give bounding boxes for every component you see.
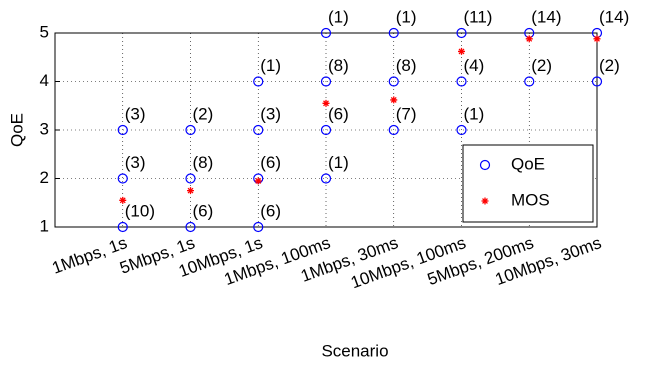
legend-marker — [479, 159, 491, 171]
y-tick-label: 4 — [40, 71, 49, 90]
y-axis-label: QoE — [7, 113, 26, 147]
count-label: (3) — [125, 153, 146, 172]
qoe-point — [253, 76, 264, 87]
qoe-point — [320, 173, 332, 184]
count-label: (6) — [193, 201, 214, 220]
qoe-point — [456, 27, 467, 39]
qoe-point — [185, 221, 196, 233]
legend-label: QoE — [511, 154, 545, 173]
qoe-point — [388, 27, 399, 39]
qoe-point — [253, 221, 264, 233]
count-label: (1) — [328, 7, 349, 26]
qoe-point — [524, 76, 535, 87]
y-tick-label: 2 — [40, 168, 49, 187]
count-label: (10) — [125, 201, 155, 220]
mos-point — [322, 99, 330, 107]
mos-point — [458, 47, 465, 55]
count-label: (14) — [599, 7, 629, 26]
count-label: (14) — [531, 7, 561, 26]
mos-point — [390, 96, 398, 104]
qoe-point — [185, 124, 196, 136]
qoe-point — [117, 173, 128, 184]
qoe-point — [117, 124, 128, 136]
qoe-point — [185, 173, 196, 184]
mos-point — [187, 187, 194, 195]
legend-box — [462, 144, 594, 223]
count-label: (2) — [193, 104, 214, 123]
count-label: (8) — [193, 153, 214, 172]
count-label: (1) — [464, 104, 485, 123]
mos-point — [593, 35, 601, 43]
count-label: (1) — [328, 153, 349, 172]
y-tick-label: 5 — [40, 22, 49, 41]
qoe-point — [456, 124, 467, 136]
count-label: (2) — [599, 56, 620, 75]
qoe-point — [388, 76, 399, 87]
y-tick-label: 1 — [40, 216, 49, 235]
count-label: (6) — [328, 104, 349, 123]
count-label: (1) — [260, 56, 281, 75]
legend-label: MOS — [511, 190, 550, 209]
mos-point — [525, 35, 533, 43]
count-label: (6) — [260, 153, 281, 172]
qoe-point — [320, 27, 332, 39]
legend-marker — [481, 197, 489, 205]
y-tick-label: 3 — [40, 119, 49, 138]
qoe-point — [253, 124, 264, 136]
count-label: (3) — [260, 104, 281, 123]
count-label: (2) — [531, 56, 552, 75]
qoe-point — [591, 76, 603, 87]
count-label: (11) — [464, 7, 493, 26]
x-axis-label: Scenario — [321, 341, 388, 360]
qoe-point — [117, 221, 128, 233]
qoe-point — [456, 76, 467, 87]
x-tick-label: 1Mbps, 1s — [49, 233, 129, 278]
qoe-point — [388, 124, 399, 136]
qoe-point — [320, 76, 332, 87]
mos-point — [119, 196, 127, 204]
count-label: (8) — [396, 56, 417, 75]
count-label: (4) — [464, 56, 485, 75]
count-label: (1) — [396, 7, 417, 26]
mos-point — [254, 177, 262, 185]
count-label: (6) — [260, 201, 281, 220]
count-label: (8) — [328, 56, 349, 75]
count-label: (7) — [396, 104, 417, 123]
qoe-point — [320, 124, 332, 136]
count-label: (3) — [125, 104, 146, 123]
plot-frame — [54, 32, 598, 228]
